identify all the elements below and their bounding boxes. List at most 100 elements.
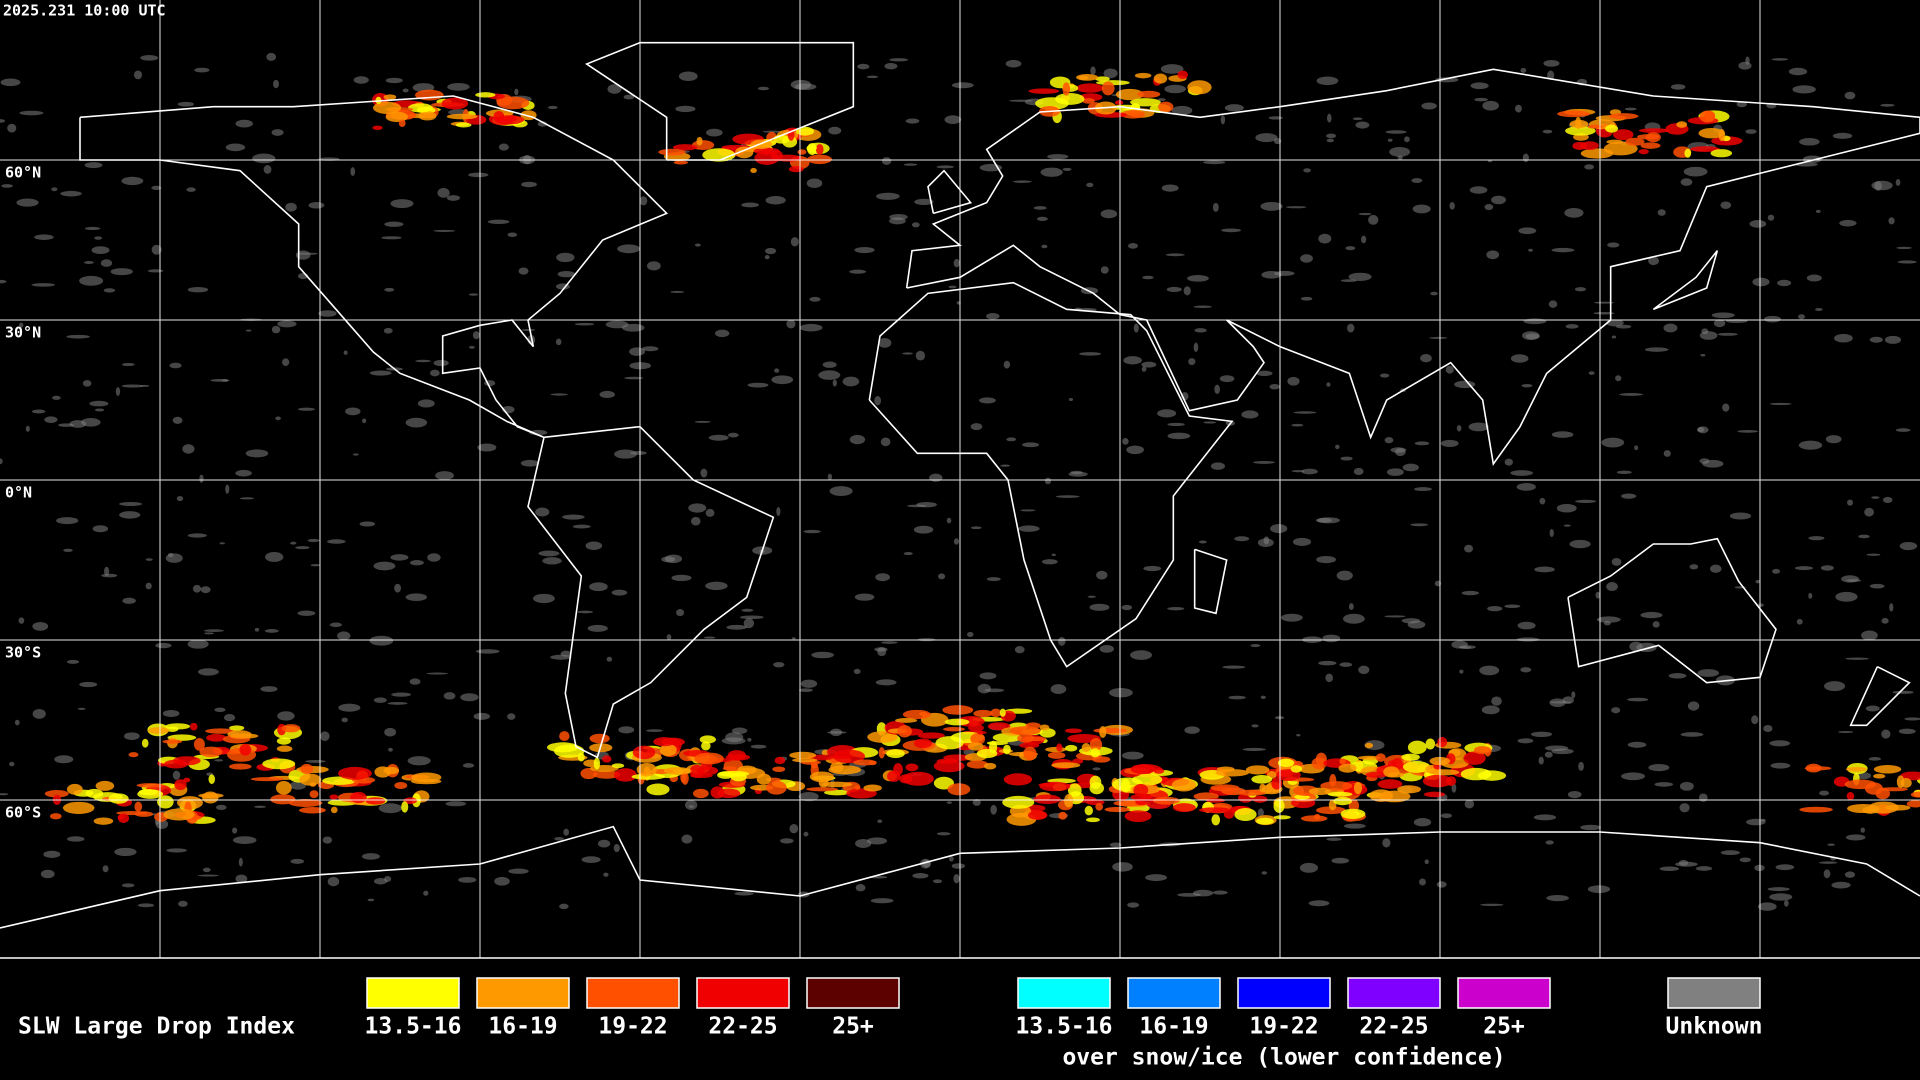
cloud-speck [1166, 286, 1182, 293]
cloud-cell [1134, 72, 1152, 79]
cloud-speck [31, 283, 56, 287]
cloud-speck [1436, 881, 1447, 888]
cloud-speck [252, 153, 276, 164]
legend-swatch [696, 977, 790, 1009]
cloud-speck [1611, 707, 1621, 714]
cloud-speck [1487, 605, 1503, 612]
cloud-cell [1002, 795, 1035, 809]
cloud-speck [1109, 842, 1122, 848]
cloud-speck [1220, 115, 1226, 125]
cloud-speck [1130, 650, 1153, 660]
cloud-speck [1033, 206, 1047, 210]
cloud-speck [94, 408, 105, 412]
cloud-cell [1463, 751, 1486, 765]
cloud-speck [1013, 180, 1032, 183]
cloud-speck [69, 420, 87, 428]
cloud-speck [936, 832, 951, 836]
cloud-speck [818, 370, 841, 380]
cloud-speck [581, 856, 601, 864]
cloud-speck [854, 593, 875, 601]
cloud-speck [1000, 464, 1010, 467]
cloud-speck [1165, 253, 1185, 257]
cloud-speck [1799, 138, 1820, 146]
cloud-speck [688, 805, 695, 808]
cloud-speck [1280, 613, 1303, 622]
cloud-speck [550, 393, 568, 396]
cloud-speck [391, 692, 412, 697]
cloud-speck [670, 290, 685, 293]
cloud-speck [115, 387, 121, 396]
cloud-speck [986, 577, 1001, 582]
cloud-speck [1339, 662, 1353, 667]
cloud-speck [694, 420, 711, 423]
legend-label: 19-22 [598, 1014, 667, 1040]
cloud-speck [613, 843, 620, 853]
cloud-speck [1831, 881, 1851, 889]
cloud-speck [1121, 604, 1133, 611]
cloud-speck [1389, 146, 1411, 157]
cloud-speck [290, 541, 297, 545]
cloud-cell [917, 732, 945, 739]
cloud-speck [390, 554, 409, 561]
cloud-cell [1290, 765, 1303, 773]
cloud-speck [1301, 468, 1318, 475]
cloud-speck [1421, 102, 1437, 110]
cloud-speck [1470, 82, 1489, 90]
cloud-speck [1326, 382, 1331, 387]
latitude-label: 30°N [5, 324, 41, 342]
cloud-speck [297, 252, 318, 255]
cloud-cell [372, 101, 402, 114]
cloud-speck [1679, 803, 1690, 813]
cloud-speck [373, 878, 388, 885]
cloud-speck [266, 52, 277, 61]
cloud-speck [694, 243, 701, 247]
cloud-speck [1326, 837, 1342, 841]
cloud-speck [1869, 583, 1885, 589]
legend-swatch [1017, 977, 1111, 1009]
cloud-speck [806, 178, 823, 189]
cloud-speck [51, 187, 58, 192]
legend-swatch [806, 977, 900, 1009]
cloud-speck [1479, 665, 1500, 676]
cloud-speck [1242, 747, 1267, 751]
cloud-speck [1203, 421, 1217, 424]
cloud-cell [944, 718, 970, 726]
cloud-speck [1335, 444, 1340, 450]
cloud-speck [405, 417, 428, 428]
cloud-speck [394, 583, 401, 593]
coastline [1567, 537, 1777, 684]
cloud-speck [172, 416, 183, 425]
cloud-speck [563, 828, 570, 836]
cloud-speck [1127, 902, 1140, 908]
cloud-speck [1292, 537, 1312, 546]
cloud-speck [1384, 437, 1394, 444]
cloud-speck [1611, 335, 1617, 339]
cloud-speck [572, 524, 591, 529]
cloud-speck [1269, 384, 1280, 390]
cloud-speck [1652, 621, 1660, 628]
cloud-cell [262, 758, 296, 770]
cloud-speck [177, 101, 194, 107]
cloud-speck [343, 350, 348, 355]
cloud-speck [1047, 153, 1069, 160]
cloud-cell [1051, 762, 1081, 769]
cloud-speck [1749, 220, 1767, 228]
cloud-speck [1546, 894, 1569, 902]
cloud-speck [1670, 84, 1686, 90]
cloud-cell [1033, 794, 1061, 805]
cloud-speck [1757, 902, 1777, 911]
cloud-speck [1145, 874, 1168, 882]
cloud-speck [1022, 442, 1040, 448]
cloud-speck [359, 521, 376, 527]
cloud-cell [1383, 766, 1400, 778]
cloud-speck [1709, 564, 1722, 573]
cloud-speck [1219, 375, 1235, 383]
cloud-speck [1044, 477, 1052, 485]
cloud-speck [1823, 869, 1831, 879]
cloud-speck [202, 867, 211, 873]
cloud-speck [1530, 731, 1553, 737]
cloud-speck [1188, 358, 1196, 366]
cloud-speck [350, 167, 356, 176]
cloud-cell [1339, 758, 1346, 765]
cloud-speck [1881, 729, 1891, 739]
